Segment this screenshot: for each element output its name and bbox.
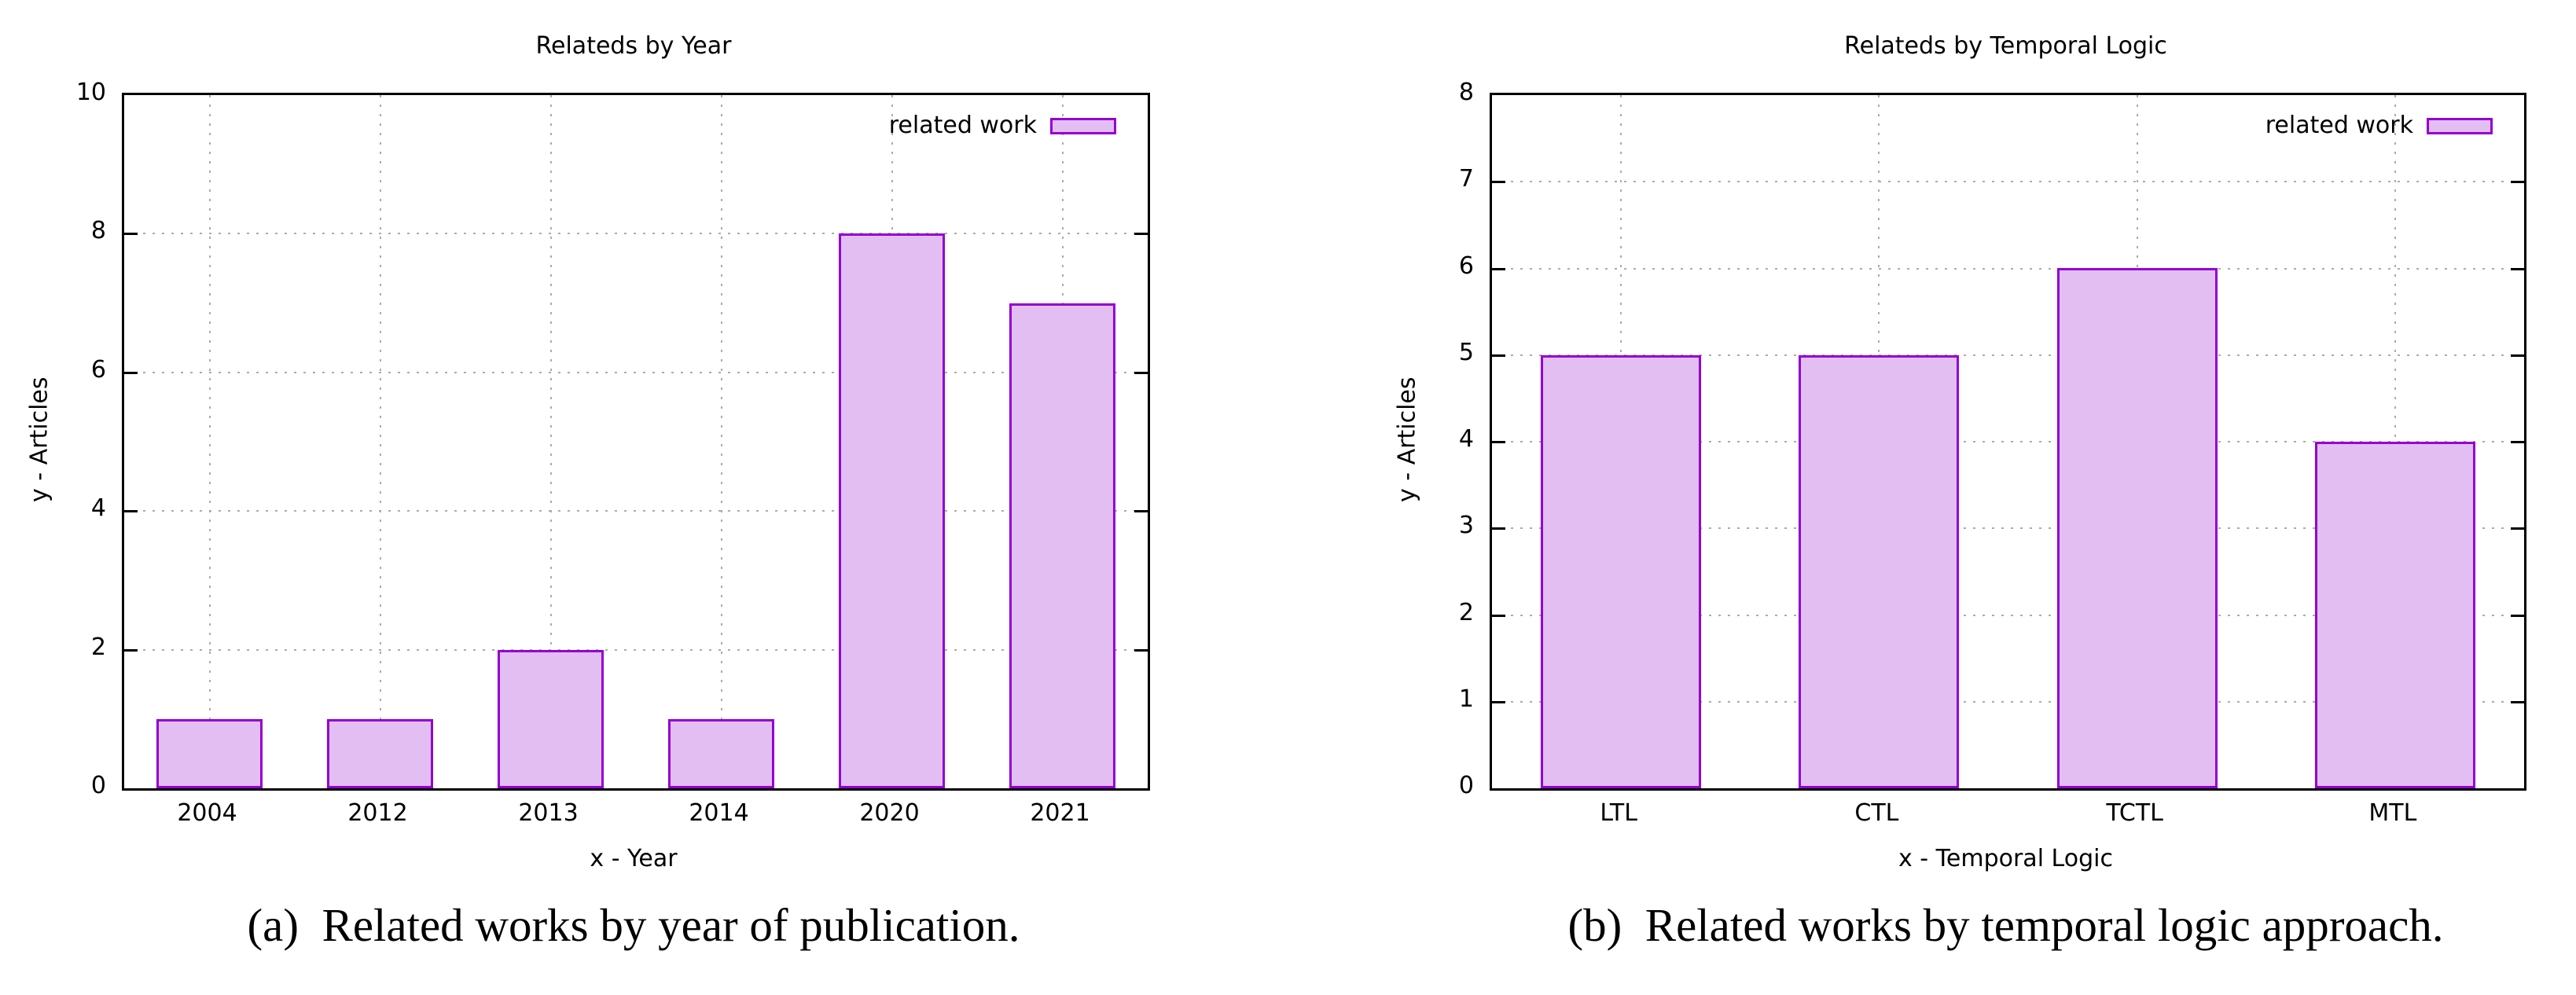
gridline-vertical xyxy=(208,95,211,788)
gridline-horizontal xyxy=(1492,614,2524,616)
bar xyxy=(668,719,774,788)
gridline-horizontal xyxy=(124,371,1148,373)
bar xyxy=(1799,355,1960,788)
y-tick-label: 2 xyxy=(1458,598,1474,626)
gridline-horizontal xyxy=(124,510,1148,512)
gridline-horizontal xyxy=(1492,700,2524,703)
y-tick-label: 0 xyxy=(90,772,106,799)
y-tick-mark xyxy=(1134,371,1148,374)
y-tick-label: 4 xyxy=(1458,425,1474,453)
x-tick-label: 2012 xyxy=(347,799,408,827)
bar xyxy=(498,650,604,788)
caption-a: (a) Related works by year of publication… xyxy=(247,899,1020,951)
y-tick-label: 6 xyxy=(90,355,106,384)
y-tick-mark xyxy=(124,648,138,652)
y-tick-label: 10 xyxy=(75,79,106,106)
y-tick-label: 8 xyxy=(1458,79,1474,106)
plot-area: related work xyxy=(122,93,1150,791)
x-tick-label: 2013 xyxy=(518,799,579,827)
y-axis-label: y - Articles xyxy=(25,376,53,502)
y-tick-mark xyxy=(1492,700,1505,703)
y-tick-mark xyxy=(1134,648,1148,652)
y-tick-mark xyxy=(1492,527,1505,531)
y-tick-mark xyxy=(2511,267,2524,270)
bar xyxy=(839,233,945,788)
y-tick-label: 2 xyxy=(90,633,106,661)
x-tick-label: 2020 xyxy=(859,799,920,827)
gridline-horizontal xyxy=(1492,181,2524,183)
gridline-horizontal xyxy=(1492,441,2524,442)
legend: related work xyxy=(889,112,1116,139)
y-tick-mark xyxy=(1134,233,1148,236)
gridline-horizontal xyxy=(1492,527,2524,530)
y-tick-mark xyxy=(1134,510,1148,513)
y-tick-mark xyxy=(2511,527,2524,531)
gridline-horizontal xyxy=(124,233,1148,235)
gridline-horizontal xyxy=(1492,354,2524,356)
gridline-horizontal xyxy=(124,648,1148,651)
gridline-vertical xyxy=(379,95,381,788)
y-tick-label: 5 xyxy=(1458,338,1474,366)
y-tick-mark xyxy=(2511,700,2524,703)
x-axis-label: x - Year xyxy=(590,845,678,872)
x-tick-label: TCTL xyxy=(2106,799,2163,827)
x-tick-label: 2021 xyxy=(1030,799,1090,827)
chart-relateds-by-year: Relateds by Year y - Articles related wo… xyxy=(0,0,1226,995)
y-tick-mark xyxy=(1492,614,1505,617)
gridline-vertical xyxy=(549,95,552,788)
x-tick-label: CTL xyxy=(1854,799,1899,827)
y-tick-mark xyxy=(124,233,138,236)
y-tick-label: 3 xyxy=(1458,512,1474,540)
legend-label: related work xyxy=(888,112,1037,139)
y-tick-mark xyxy=(2511,354,2524,357)
chart-title: Relateds by Temporal Logic xyxy=(1844,32,2167,60)
legend: related work xyxy=(2265,112,2493,139)
x-axis-ticks: 2004 2012 2013 2014 2020 2021 xyxy=(122,800,1145,827)
y-tick-label: 6 xyxy=(1458,252,1474,280)
y-tick-mark xyxy=(1492,354,1505,357)
bar xyxy=(2314,442,2475,788)
y-tick-label: 1 xyxy=(1458,685,1474,713)
x-tick-label: 2014 xyxy=(689,799,749,827)
y-tick-mark xyxy=(124,510,138,513)
y-tick-label: 0 xyxy=(1458,772,1474,799)
x-axis-label: x - Temporal Logic xyxy=(1898,845,2113,872)
x-tick-label: MTL xyxy=(2368,799,2417,827)
y-tick-label: 7 xyxy=(1458,165,1474,193)
x-tick-label: 2004 xyxy=(177,799,237,827)
bar xyxy=(1009,303,1115,788)
y-tick-label: 4 xyxy=(90,494,106,523)
y-tick-mark xyxy=(2511,181,2524,184)
y-tick-mark xyxy=(1492,267,1505,270)
y-tick-mark xyxy=(124,371,138,374)
y-tick-label: 8 xyxy=(90,217,106,245)
legend-swatch xyxy=(2427,117,2493,134)
plot-area: related work xyxy=(1490,93,2526,791)
gridline-horizontal xyxy=(1492,267,2524,270)
y-tick-mark xyxy=(2511,614,2524,617)
caption-b: (b) Related works by temporal logic appr… xyxy=(1567,899,2444,951)
bar xyxy=(2056,268,2218,788)
chart-title: Relateds by Year xyxy=(535,32,732,60)
legend-swatch xyxy=(1050,117,1116,134)
bar xyxy=(1541,355,1702,788)
y-tick-mark xyxy=(2511,441,2524,443)
x-tick-label: LTL xyxy=(1600,799,1637,827)
x-axis-ticks: LTL CTL TCTL MTL xyxy=(1490,800,2522,827)
legend-label: related work xyxy=(2265,112,2413,139)
chart-relateds-by-temporal-logic: Relateds by Temporal Logic y - Articles … xyxy=(1368,0,2576,995)
bar xyxy=(327,719,433,788)
bar xyxy=(156,719,263,788)
y-tick-mark xyxy=(1492,181,1505,184)
y-tick-mark xyxy=(1492,441,1505,443)
gridline-vertical xyxy=(720,95,722,788)
